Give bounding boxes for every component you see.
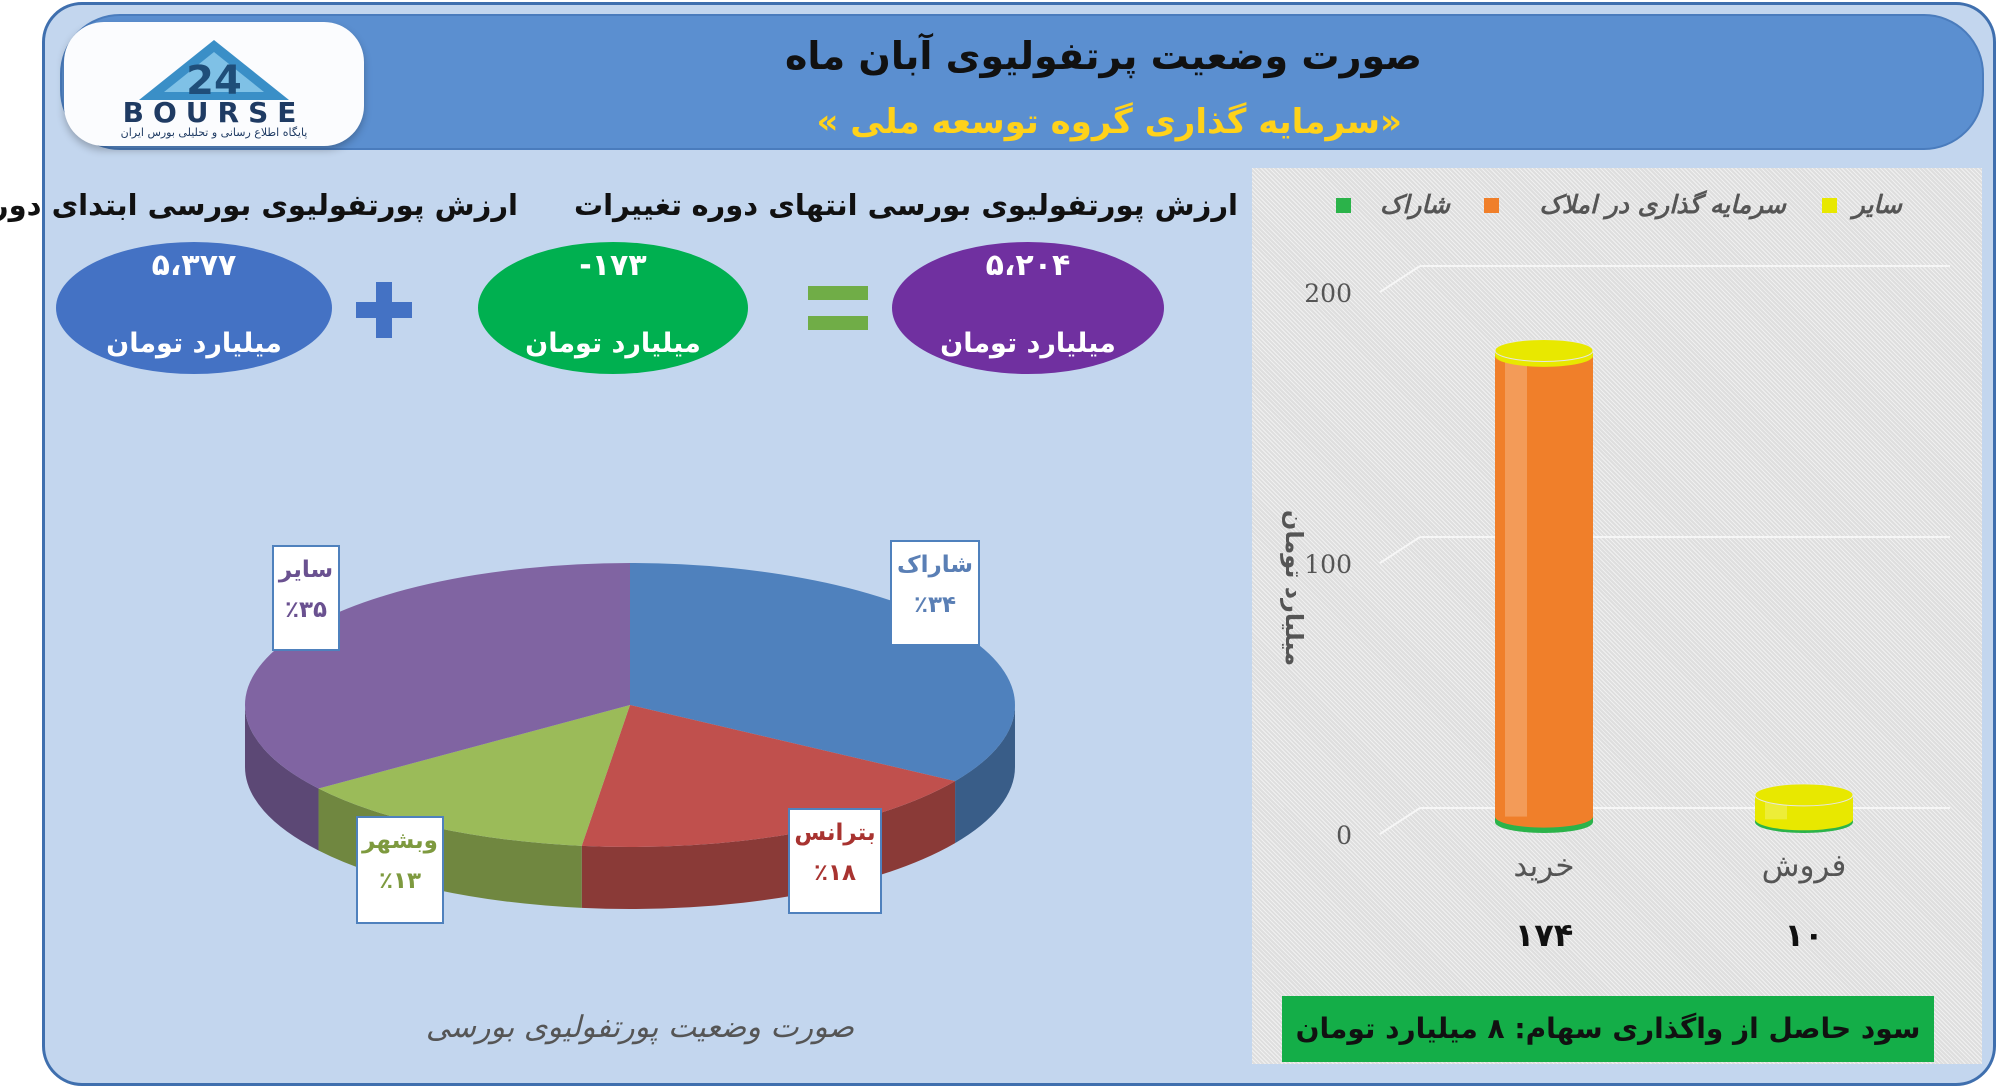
bar-grid: 0 100 200 xyxy=(1304,265,1950,850)
y-tick-0: 0 xyxy=(1336,821,1352,850)
metric-end-value: ۵،۲۰۴ xyxy=(985,248,1071,283)
metric-change-label: تغییرات xyxy=(573,188,682,222)
pie-slice-2 xyxy=(318,705,630,846)
legend-swatch-property xyxy=(1484,198,1499,213)
bar-segment-0-1 xyxy=(1495,355,1593,828)
pie-top xyxy=(244,563,1015,847)
y-tick-200: 200 xyxy=(1304,279,1352,308)
page-subtitle: «سرمایه گذاری گروه توسعه ملی » xyxy=(816,102,1403,142)
pie-label-sharak: شاراک ٪۳۴ xyxy=(890,540,980,646)
metric-end-label: ارزش پورتفولیوی بورسی انتهای دوره xyxy=(691,188,1238,222)
pie-side-0 xyxy=(955,705,1015,844)
pie-caption: صورت وضعیت پورتفولیوی بورسی xyxy=(425,1010,855,1045)
pie-label-vebshahr: وبشهر ٪۱۳ xyxy=(356,816,444,924)
logo-mark-text: 24 xyxy=(186,58,242,102)
header-banner: صورت وضعیت پرتفولیوی آبان ماه «سرمایه گذ… xyxy=(60,14,1984,150)
pie-slice-3 xyxy=(244,563,630,789)
metric-end-unit: میلیارد تومان xyxy=(940,328,1116,359)
bar-chart-panel xyxy=(1252,168,1982,1064)
bar-cap-0 xyxy=(1494,338,1594,362)
bar-total-buy: ۱۷۴ xyxy=(1515,916,1574,954)
pie-side-3 xyxy=(245,705,319,851)
profit-footer: سود حاصل از واگذاری سهام: ۸ میلیارد توما… xyxy=(1282,996,1934,1062)
metric-change-value: -۱۷۳ xyxy=(579,248,647,283)
pie-label-sayer: سایر ٪۳۵ xyxy=(272,545,340,651)
grid-side-0 xyxy=(1379,807,1421,835)
x-tick-sell: فروش xyxy=(1762,848,1847,884)
equals-icon xyxy=(808,286,868,330)
legend-sharak: شاراک xyxy=(1380,190,1450,219)
y-axis-label: میلیارد تومان xyxy=(1280,510,1308,666)
metric-end-oval: ۵،۲۰۴ میلیارد تومان xyxy=(892,242,1164,374)
page-title: صورت وضعیت پرتفولیوی آبان ماه xyxy=(784,34,1422,78)
legend-property: سرمایه گذاری در املاک xyxy=(1539,190,1786,219)
bar-highlight-0-1 xyxy=(1505,355,1527,817)
metric-change-unit: میلیارد تومان xyxy=(525,328,701,359)
bar-stack-0 xyxy=(1494,338,1594,833)
y-tick-100: 100 xyxy=(1304,550,1352,579)
bourse24-logo: 24 BOURSE پایگاه اطلاع رسانی و تحلیلی بو… xyxy=(64,22,364,146)
x-tick-buy: خرید xyxy=(1513,848,1574,884)
bar-chart: میلیارد تومان 0 100 200 خرید ۱۷۴ فروش ۱۰ xyxy=(1280,265,1950,954)
bar-cap-1 xyxy=(1754,783,1854,807)
plus-icon xyxy=(356,282,412,338)
metric-start-oval: ۵،۳۷۷ میلیارد تومان xyxy=(56,242,332,374)
legend-swatch-sharak xyxy=(1336,198,1351,213)
bar-stack-1 xyxy=(1754,783,1854,833)
bar-total-sell: ۱۰ xyxy=(1784,916,1823,954)
legend-swatch-other xyxy=(1822,198,1837,213)
pie-label-betrans: بترانس ٪۱۸ xyxy=(788,808,882,914)
logo-wordmark: BOURSE xyxy=(122,96,306,129)
logo-mark-icon: 24 xyxy=(139,40,289,102)
logo-tagline: پایگاه اطلاع رسانی و تحلیلی بورس ایران xyxy=(120,126,308,139)
legend-other: سایر xyxy=(1852,190,1902,219)
metric-start-value: ۵،۳۷۷ xyxy=(151,248,237,283)
grid-side-2 xyxy=(1379,265,1421,293)
metric-start-label: ارزش پورتفولیوی بورسی ابتدای دوره xyxy=(0,188,518,222)
grid-side-1 xyxy=(1379,536,1421,564)
metric-change-oval: -۱۷۳ میلیارد تومان xyxy=(478,242,748,374)
metric-start-unit: میلیارد تومان xyxy=(106,328,282,359)
